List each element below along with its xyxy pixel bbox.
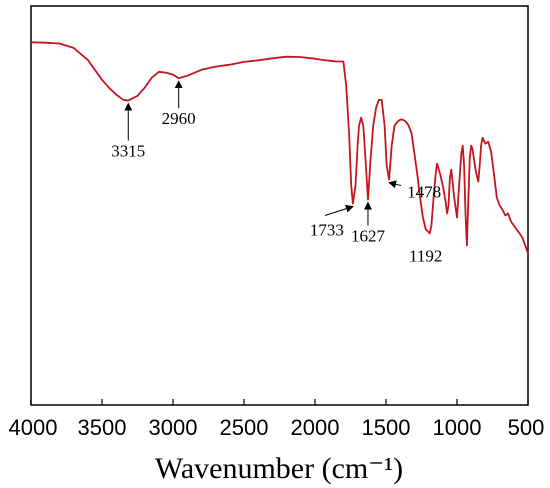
- annotation-label: 2960: [162, 109, 196, 128]
- x-tick-label: 2500: [220, 415, 269, 440]
- peak-annotations: 3315 2960 1733 1627 1478 1192: [111, 80, 442, 265]
- annotation-label: 1478: [407, 183, 441, 202]
- annotation-label: 1733: [310, 221, 344, 240]
- plot-frame: [30, 5, 529, 406]
- x-tick-label: 3000: [149, 415, 198, 440]
- x-axis-label: Wavenumber (cm⁻¹): [155, 452, 403, 485]
- annotation-arrow: [324, 204, 354, 216]
- series-line: [30, 41, 529, 254]
- x-tick-label: 500: [508, 415, 545, 440]
- x-axis-ticks: [30, 399, 529, 405]
- x-tick-label: 3500: [78, 415, 127, 440]
- x-tick-label: 4000: [9, 415, 58, 440]
- x-tick-label: 2000: [291, 415, 340, 440]
- annotation-label: 3315: [111, 142, 145, 161]
- x-axis-tick-labels: 4000 3500 3000 2500 2000 1500 1000 500: [9, 415, 545, 440]
- annotation-arrow: [388, 180, 402, 189]
- x-tick-label: 1500: [362, 415, 411, 440]
- annotation-label: 1192: [409, 246, 442, 265]
- x-tick-label: 1000: [433, 415, 482, 440]
- annotation-label: 1627: [351, 227, 386, 246]
